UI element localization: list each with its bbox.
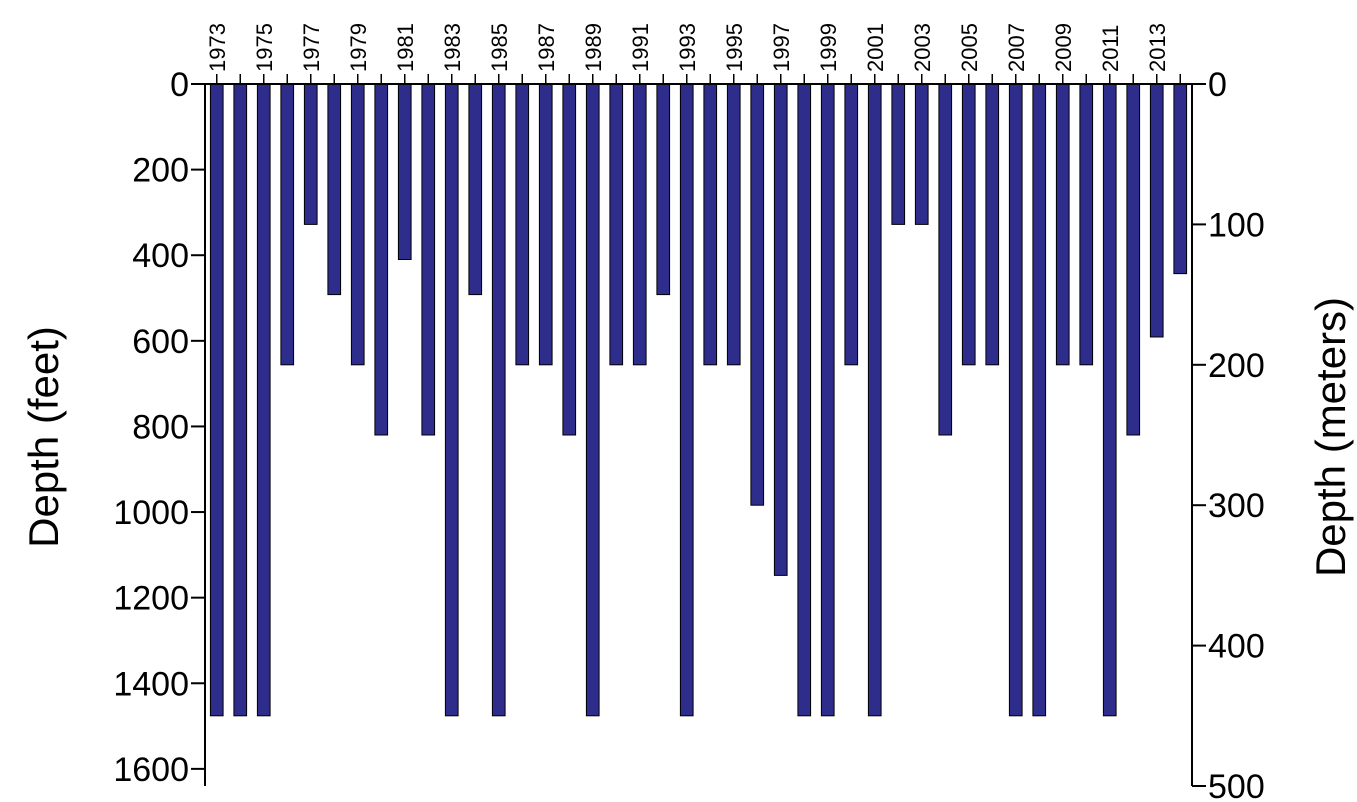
year-label-1997: 1997 — [769, 23, 794, 72]
bar-1998 — [797, 83, 812, 717]
bar-1980 — [374, 83, 389, 436]
bar-1996 — [750, 83, 765, 506]
bar-1997 — [773, 83, 788, 576]
bar-1994 — [703, 83, 718, 366]
right-tick-label-200: 200 — [1208, 347, 1265, 385]
year-label-2003: 2003 — [910, 23, 935, 72]
left-tick-label-0: 0 — [170, 66, 189, 104]
bar-2013 — [1149, 83, 1164, 338]
bar-1984 — [468, 83, 483, 296]
bar-1975 — [256, 83, 271, 717]
bar-2000 — [844, 83, 859, 366]
bar-1981 — [397, 83, 412, 260]
bar-1986 — [515, 83, 530, 366]
bar-1987 — [538, 83, 553, 366]
year-label-1973: 1973 — [205, 23, 230, 72]
left-tick-label-1600: 1600 — [113, 751, 189, 789]
year-label-1979: 1979 — [346, 23, 371, 72]
bar-1988 — [562, 83, 577, 436]
bar-1993 — [679, 83, 694, 717]
bar-2008 — [1032, 83, 1047, 717]
bar-1991 — [632, 83, 647, 366]
bar-1983 — [444, 83, 459, 717]
right-axis-meters: 0 100 200 300 400 500 — [1191, 66, 1265, 802]
bar-1992 — [656, 83, 671, 296]
year-label-1989: 1989 — [581, 23, 606, 72]
year-label-1977: 1977 — [299, 23, 324, 72]
left-tick-label-1400: 1400 — [113, 665, 189, 703]
year-label-2009: 2009 — [1051, 23, 1076, 72]
year-label-2013: 2013 — [1145, 23, 1170, 72]
bar-2011 — [1102, 83, 1117, 717]
year-label-1981: 1981 — [393, 23, 418, 72]
left-tick-label-1200: 1200 — [113, 580, 189, 618]
left-tick-label-600: 600 — [132, 323, 189, 361]
left-axis-title: Depth (feet) — [20, 326, 67, 548]
bar-1974 — [233, 83, 248, 717]
left-tick-label-1000: 1000 — [113, 494, 189, 532]
year-label-1975: 1975 — [252, 23, 277, 72]
bar-1989 — [585, 83, 600, 717]
bar-1978 — [327, 83, 342, 296]
year-label-2007: 2007 — [1004, 23, 1029, 72]
bar-1977 — [303, 83, 318, 225]
bar-1979 — [350, 83, 365, 366]
bar-1982 — [421, 83, 436, 436]
right-axis-title: Depth (meters) — [1307, 297, 1354, 577]
bar-2007 — [1008, 83, 1023, 717]
year-label-1993: 1993 — [675, 23, 700, 72]
year-label-2011: 2011 — [1098, 25, 1123, 72]
bar-2014 — [1173, 83, 1188, 275]
left-tick-label-400: 400 — [132, 237, 189, 275]
bar-2005 — [961, 83, 976, 366]
bar-2006 — [985, 83, 1000, 366]
bar-2009 — [1055, 83, 1070, 366]
bar-2002 — [891, 83, 906, 225]
bar-1999 — [820, 83, 835, 717]
year-label-2005: 2005 — [957, 23, 982, 72]
year-label-1985: 1985 — [487, 23, 512, 72]
year-label-1991: 1991 — [628, 23, 653, 72]
bar-2010 — [1079, 83, 1094, 366]
right-tick-label-300: 300 — [1208, 487, 1265, 525]
bar-2004 — [938, 83, 953, 436]
bar-1995 — [726, 83, 741, 366]
right-tick-label-400: 400 — [1208, 628, 1265, 666]
bar-2003 — [914, 83, 929, 225]
left-tick-label-800: 800 — [132, 408, 189, 446]
year-label-1995: 1995 — [722, 23, 747, 72]
year-label-1999: 1999 — [816, 23, 841, 72]
right-tick-label-0: 0 — [1208, 66, 1227, 104]
right-tick-label-100: 100 — [1208, 206, 1265, 244]
year-label-2001: 2001 — [863, 23, 888, 72]
year-label-1987: 1987 — [534, 23, 559, 72]
bar-2001 — [867, 83, 882, 717]
left-tick-label-200: 200 — [132, 152, 189, 190]
right-tick-label-500: 500 — [1208, 768, 1265, 802]
top-axis-years: 1973 1975 1977 1979 1981 1983 1985 1987 1989 1991… — [205, 23, 1192, 85]
year-label-1983: 1983 — [440, 23, 465, 72]
bar-1973 — [209, 83, 224, 717]
bar-1985 — [491, 83, 506, 717]
bar-2012 — [1126, 83, 1141, 436]
bar-1976 — [280, 83, 295, 366]
bar-1990 — [609, 83, 624, 366]
left-axis-feet: 0 200 400 600 800 1000 1200 1400 1600 — [113, 66, 206, 789]
